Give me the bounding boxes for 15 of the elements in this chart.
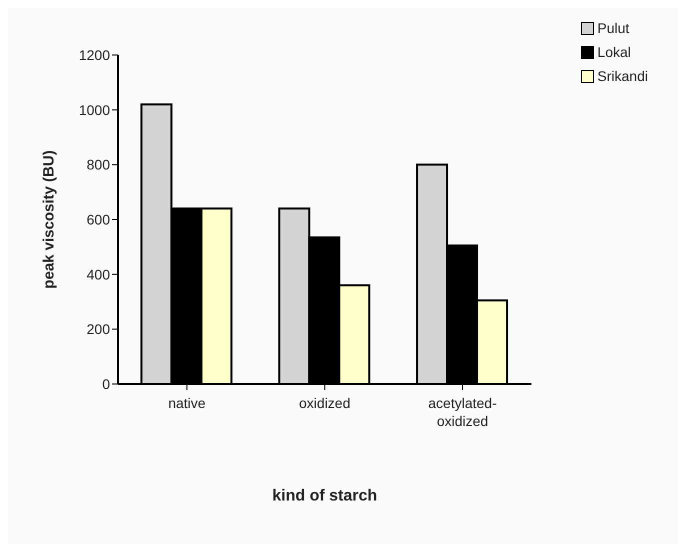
x-tick-label: oxidized bbox=[299, 395, 350, 411]
x-tick-label: native bbox=[168, 395, 206, 411]
y-tick-label: 0 bbox=[102, 376, 110, 392]
x-axis-title: kind of starch bbox=[272, 487, 378, 504]
legend-label: Srikandi bbox=[597, 68, 648, 84]
x-tick-label: acetylated-oxidized bbox=[428, 395, 498, 429]
y-tick-label: 600 bbox=[86, 211, 110, 228]
y-axis-title: peak viscosity (BU) bbox=[40, 150, 58, 289]
y-tick-label: 400 bbox=[86, 266, 110, 282]
y-tick-label: 200 bbox=[86, 321, 110, 338]
y-tick-label: 800 bbox=[86, 156, 110, 173]
legend-label: Lokal bbox=[597, 44, 631, 60]
y-tick-label: 1200 bbox=[78, 46, 110, 63]
y-tick-label: 1000 bbox=[78, 102, 110, 118]
legend-label: Pulut bbox=[597, 20, 630, 36]
